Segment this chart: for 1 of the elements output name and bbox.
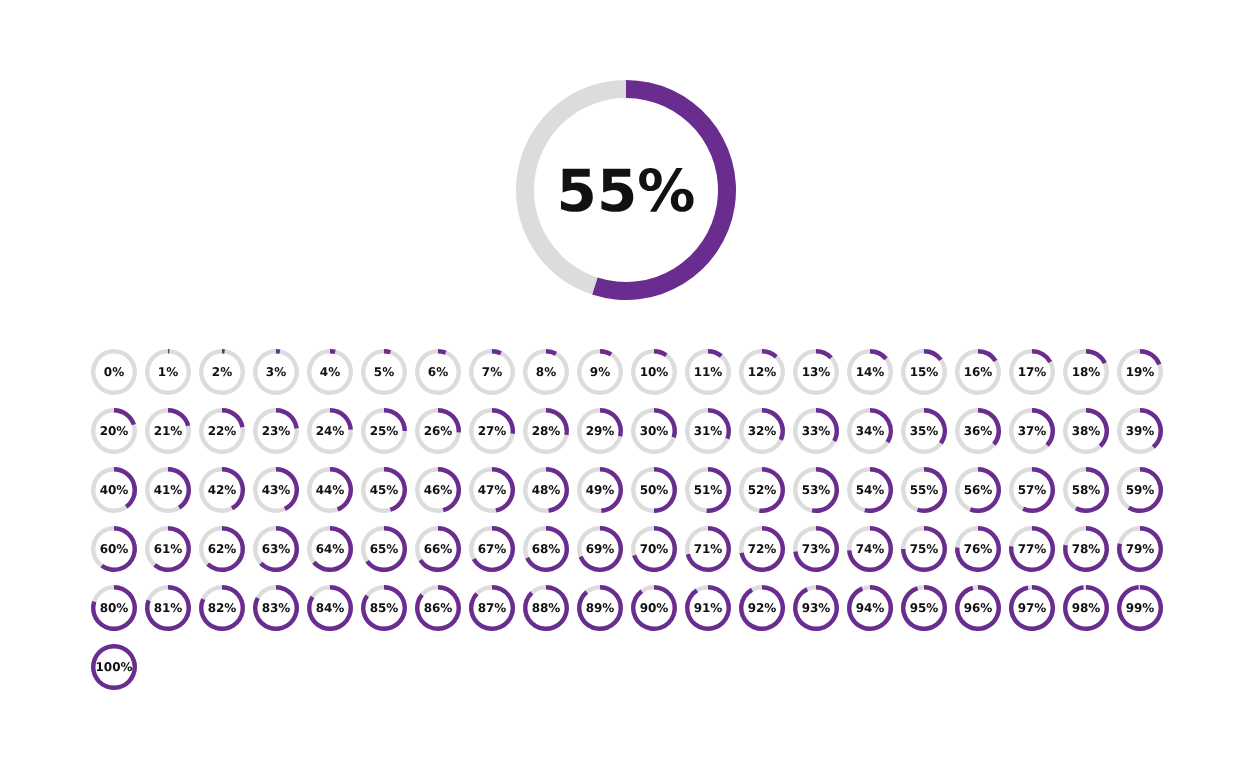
text: 55% (556, 156, 696, 225)
